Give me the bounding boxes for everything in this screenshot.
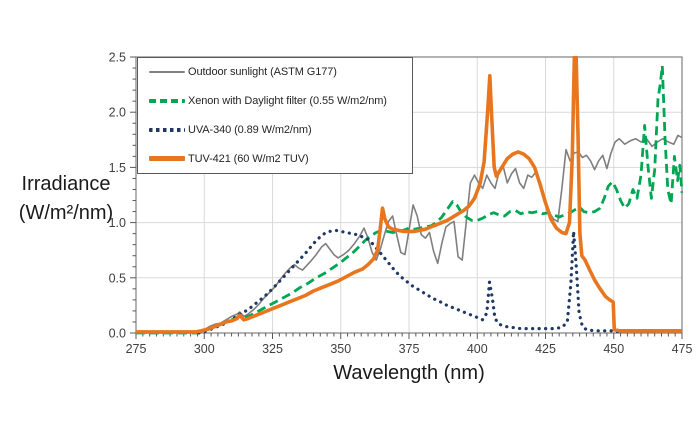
x-tick-label: 400 (467, 342, 488, 356)
x-tick-label: 450 (603, 342, 624, 356)
x-axis-title: Wavelength (nm) (333, 362, 485, 384)
y-axis-title-line1: Irradiance (21, 173, 111, 195)
legend-label: Outdoor sunlight (ASTM G177) (188, 66, 337, 79)
xenon-dashed-line-sample-icon (149, 99, 185, 103)
y-axis-title-line2: (W/m²/nm) (18, 202, 114, 224)
series-line-tuv-421 (136, 56, 682, 334)
legend-item-uva-340: UVA-340 (0.89 W/m2/nm) (138, 124, 412, 136)
x-tick-label: 350 (330, 342, 351, 356)
x-tick-label: 425 (535, 342, 556, 356)
y-tick-label: 1.0 (109, 216, 126, 230)
legend-label: Xenon with Daylight filter (0.55 W/m2/nm… (188, 95, 387, 108)
x-tick-label: 300 (194, 342, 215, 356)
y-tick-label: 2.5 (109, 51, 126, 65)
y-tick-label: 0.0 (109, 327, 126, 341)
legend-label: UVA-340 (0.89 W/m2/nm) (188, 123, 312, 136)
y-tick-label: 1.5 (109, 161, 126, 175)
y-tick-label: 0.5 (109, 271, 126, 285)
x-tick-label: 275 (126, 342, 147, 356)
tuv421-line-sample-icon (149, 156, 185, 161)
y-axis-title: Irradiance (W/m²/nm) (2, 170, 130, 228)
legend-item-tuv-421: TUV-421 (60 W/m2 TUV) (138, 153, 412, 165)
x-tick-label: 475 (672, 342, 693, 356)
uva340-dotted-line-sample-icon (149, 127, 185, 132)
x-tick-label: 375 (399, 342, 420, 356)
series-line-xenon (136, 64, 683, 335)
legend-item-outdoor-sunlight: Outdoor sunlight (ASTM G177) (138, 66, 412, 78)
sunlight-line-sample-icon (149, 71, 185, 74)
legend-label: TUV-421 (60 W/m2 TUV) (188, 152, 309, 165)
x-tick-label: 325 (262, 342, 283, 356)
series-line-uva-340 (197, 228, 621, 335)
legend-item-xenon: Xenon with Daylight filter (0.55 W/m2/nm… (138, 95, 412, 107)
series-line-outdoor (136, 134, 683, 334)
legend: Outdoor sunlight (ASTM G177) Xenon with … (137, 57, 413, 174)
y-tick-label: 2.0 (109, 106, 126, 120)
